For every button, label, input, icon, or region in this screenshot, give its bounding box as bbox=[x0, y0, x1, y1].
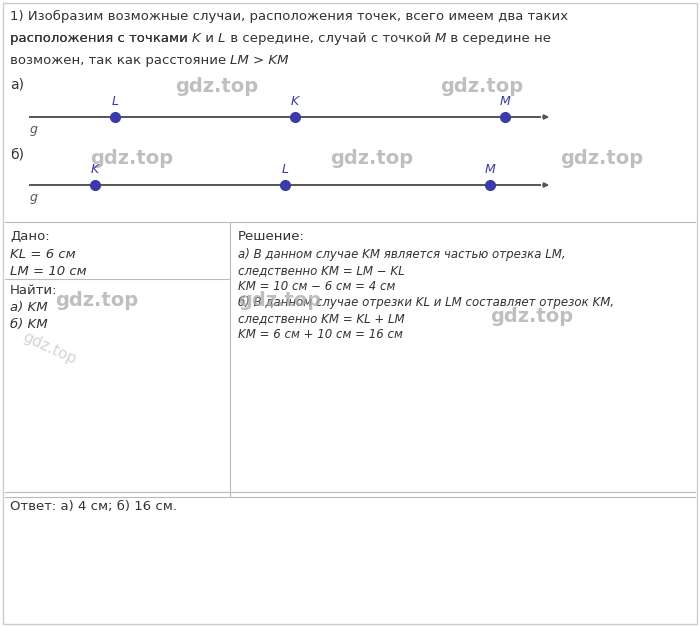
Text: gdz.top: gdz.top bbox=[55, 291, 138, 310]
Text: gdz.top: gdz.top bbox=[490, 307, 573, 326]
Text: M: M bbox=[484, 163, 496, 176]
Text: а) В данном случае KM является частью отрезка LM,: а) В данном случае KM является частью от… bbox=[238, 248, 566, 261]
Text: KL = 6 см: KL = 6 см bbox=[10, 248, 76, 261]
Text: g: g bbox=[30, 191, 38, 204]
Text: KM = 10 см − 6 см = 4 см: KM = 10 см − 6 см = 4 см bbox=[238, 280, 396, 293]
Text: L: L bbox=[218, 32, 225, 45]
Text: gdz.top: gdz.top bbox=[20, 329, 78, 367]
Text: расположения с точками: расположения с точками bbox=[10, 32, 192, 45]
Text: g: g bbox=[30, 123, 38, 136]
Text: и: и bbox=[201, 32, 218, 45]
Text: M: M bbox=[500, 95, 510, 108]
Text: 1) Изобразим возможные случаи, расположения точек, всего имеем два таких: 1) Изобразим возможные случаи, расположе… bbox=[10, 10, 568, 23]
Text: K: K bbox=[291, 95, 299, 108]
Text: gdz.top: gdz.top bbox=[440, 77, 523, 96]
Text: а) KM: а) KM bbox=[10, 301, 48, 314]
Text: K: K bbox=[192, 32, 201, 45]
Text: gdz.top: gdz.top bbox=[175, 77, 258, 96]
Text: расположения с точками: расположения с точками bbox=[10, 32, 192, 45]
Text: L: L bbox=[111, 95, 118, 108]
Text: в середине не: в середине не bbox=[447, 32, 552, 45]
Text: б) В данном случае отрезки KL и LM составляет отрезок KM,: б) В данном случае отрезки KL и LM соста… bbox=[238, 296, 614, 309]
Text: б): б) bbox=[10, 147, 24, 161]
Text: KM = 6 см + 10 см = 16 см: KM = 6 см + 10 см = 16 см bbox=[238, 328, 403, 341]
Text: Ответ: а) 4 см; б) 16 см.: Ответ: а) 4 см; б) 16 см. bbox=[10, 500, 177, 513]
Text: gdz.top: gdz.top bbox=[238, 291, 321, 310]
Text: Найти:: Найти: bbox=[10, 284, 57, 297]
Text: а): а) bbox=[10, 77, 24, 91]
Text: L: L bbox=[281, 163, 288, 176]
Text: LM > KM: LM > KM bbox=[230, 54, 289, 67]
Text: следственно KM = KL + LM: следственно KM = KL + LM bbox=[238, 312, 405, 325]
Text: возможен, так как расстояние: возможен, так как расстояние bbox=[10, 54, 230, 67]
Text: Решение:: Решение: bbox=[238, 230, 305, 243]
Text: M: M bbox=[435, 32, 447, 45]
Text: gdz.top: gdz.top bbox=[90, 149, 173, 168]
Text: LM = 10 см: LM = 10 см bbox=[10, 265, 87, 278]
Text: в середине, случай с точкой: в середине, случай с точкой bbox=[225, 32, 435, 45]
Text: Дано:: Дано: bbox=[10, 230, 50, 243]
Text: K: K bbox=[91, 163, 99, 176]
Text: gdz.top: gdz.top bbox=[560, 149, 643, 168]
Text: б) KM: б) KM bbox=[10, 318, 48, 331]
Text: gdz.top: gdz.top bbox=[330, 149, 413, 168]
Text: следственно KM = LM − KL: следственно KM = LM − KL bbox=[238, 264, 405, 277]
